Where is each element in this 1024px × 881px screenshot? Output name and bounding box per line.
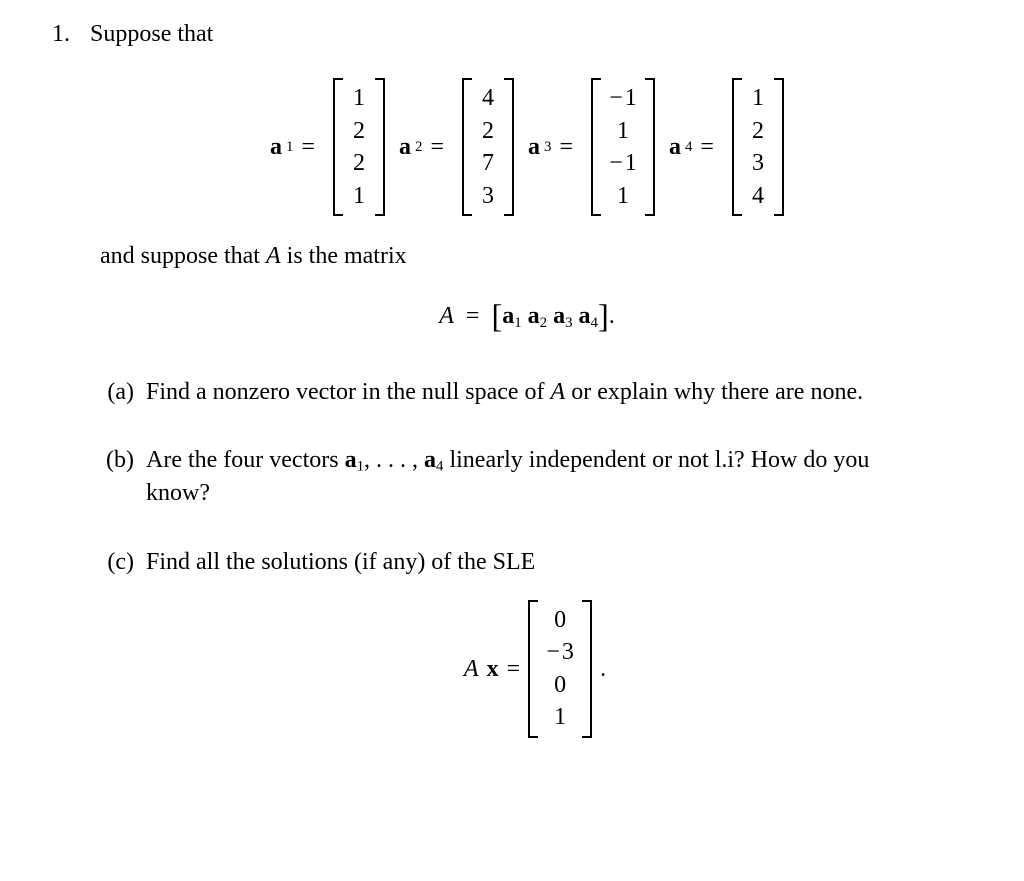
a1-vector: 1 2 2 1 bbox=[333, 78, 385, 216]
problem-number: 1. bbox=[40, 18, 70, 50]
part-c-text: Find all the solutions (if any) of the S… bbox=[146, 546, 964, 760]
intro-text: Suppose that bbox=[90, 21, 213, 47]
part-c: (c) Find all the solutions (if any) of t… bbox=[100, 546, 964, 760]
part-b-marker: (b) bbox=[100, 444, 134, 509]
rhs-vector: 0 − 3 0 1 bbox=[528, 600, 592, 738]
a2-vector: 4 2 7 3 bbox=[462, 78, 514, 216]
a2-label: a2 = bbox=[399, 131, 448, 163]
problem-document: 1. Suppose that a1 = 1 2 2 1 bbox=[0, 0, 1024, 778]
part-a-text: Find a nonzero vector in the null space … bbox=[146, 376, 964, 408]
vector-definitions: a1 = 1 2 2 1 a2 = bbox=[90, 78, 964, 216]
a4-vector: 1 2 3 4 bbox=[732, 78, 784, 216]
a3-vector: − 1 1 − 1 1 bbox=[591, 78, 655, 216]
part-b: (b) Are the four vectors a1, . . . , a4 … bbox=[100, 444, 964, 509]
a3-label: a3 = bbox=[528, 131, 577, 163]
a1-label: a1 = bbox=[270, 131, 319, 163]
part-a: (a) Find a nonzero vector in the null sp… bbox=[100, 376, 964, 408]
part-c-equation: Ax = 0 − 3 0 1 . bbox=[146, 600, 924, 738]
part-b-text: Are the four vectors a1, . . . , a4 line… bbox=[146, 444, 964, 509]
a4-label: a4 = bbox=[669, 131, 718, 163]
matrix-definition: A = [a1 a2 a3 a4]. bbox=[90, 296, 964, 340]
problem-heading: 1. Suppose that a1 = 1 2 2 1 bbox=[40, 18, 964, 778]
part-a-marker: (a) bbox=[100, 376, 134, 408]
part-c-marker: (c) bbox=[100, 546, 134, 760]
matrix-intro: and suppose that A is the matrix bbox=[100, 240, 964, 272]
